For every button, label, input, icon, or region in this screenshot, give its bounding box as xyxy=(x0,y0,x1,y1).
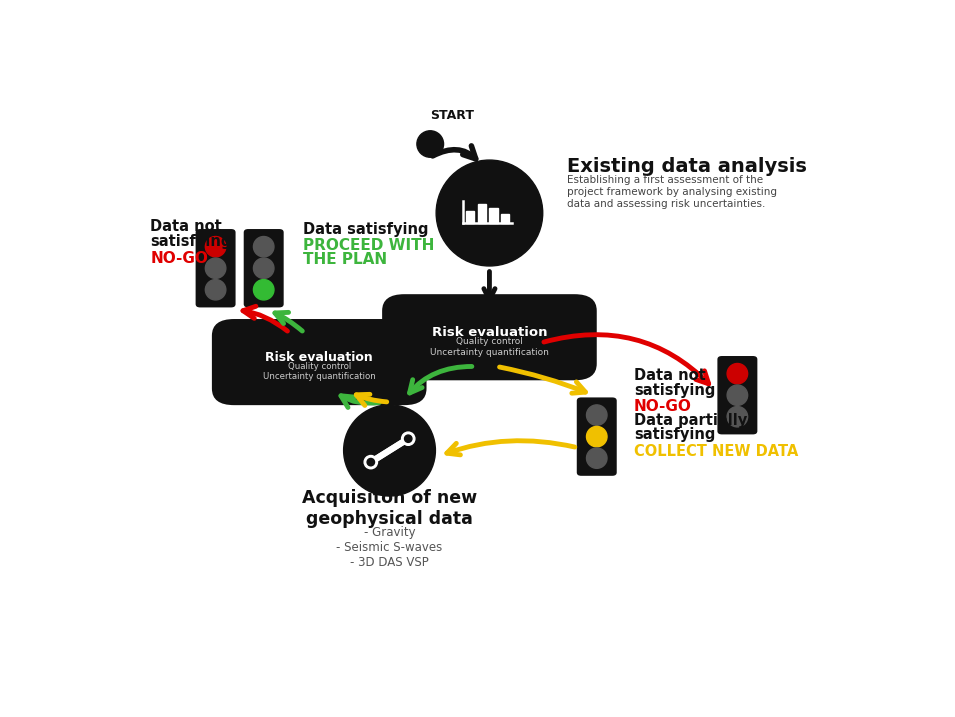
Text: satisfying: satisfying xyxy=(634,383,715,398)
Ellipse shape xyxy=(367,458,374,466)
Ellipse shape xyxy=(727,407,748,427)
Ellipse shape xyxy=(586,405,607,425)
Text: satisfying: satisfying xyxy=(634,427,715,442)
Bar xyxy=(466,211,474,223)
Text: satisfying: satisfying xyxy=(151,234,232,250)
Text: Data not: Data not xyxy=(634,368,706,383)
Text: Risk evaluation: Risk evaluation xyxy=(265,351,373,364)
Ellipse shape xyxy=(727,385,748,405)
Ellipse shape xyxy=(401,432,414,445)
Text: Risk evaluation: Risk evaluation xyxy=(432,326,547,338)
Ellipse shape xyxy=(205,258,225,278)
Ellipse shape xyxy=(344,405,435,496)
Ellipse shape xyxy=(253,237,274,257)
Bar xyxy=(501,214,509,223)
Text: PROCEED WITH: PROCEED WITH xyxy=(303,237,435,252)
Text: NO-GO: NO-GO xyxy=(634,399,691,414)
Text: Establishing a first assessment of the
project framework by analysing existing
d: Establishing a first assessment of the p… xyxy=(567,176,777,209)
Ellipse shape xyxy=(405,435,412,442)
Text: - Gravity
- Seismic S-waves
- 3D DAS VSP: - Gravity - Seismic S-waves - 3D DAS VSP xyxy=(336,526,443,569)
Ellipse shape xyxy=(253,258,274,278)
Text: Acquisiton of new
geophysical data: Acquisiton of new geophysical data xyxy=(302,489,478,528)
FancyBboxPatch shape xyxy=(196,229,236,308)
Text: Data not: Data not xyxy=(151,219,223,234)
Text: NO-GO: NO-GO xyxy=(151,251,208,266)
Text: COLLECT NEW DATA: COLLECT NEW DATA xyxy=(634,444,798,459)
Bar xyxy=(478,204,486,223)
Text: Data satisfying: Data satisfying xyxy=(303,222,429,237)
Ellipse shape xyxy=(586,448,607,468)
FancyBboxPatch shape xyxy=(244,229,284,308)
Ellipse shape xyxy=(417,130,443,157)
FancyBboxPatch shape xyxy=(382,294,597,380)
Ellipse shape xyxy=(727,364,748,384)
Ellipse shape xyxy=(436,160,542,266)
FancyBboxPatch shape xyxy=(577,397,617,476)
Ellipse shape xyxy=(205,280,225,300)
Text: Quality control
Uncertainty quantification: Quality control Uncertainty quantificati… xyxy=(430,338,549,357)
FancyBboxPatch shape xyxy=(717,356,757,435)
Ellipse shape xyxy=(364,455,377,469)
Text: Data partially: Data partially xyxy=(634,412,747,427)
Text: Quality control
Uncertainty quantification: Quality control Uncertainty quantificati… xyxy=(263,362,375,381)
FancyBboxPatch shape xyxy=(212,319,427,405)
Text: Existing data analysis: Existing data analysis xyxy=(567,156,807,176)
Ellipse shape xyxy=(253,280,274,300)
Text: START: START xyxy=(430,109,475,122)
Text: THE PLAN: THE PLAN xyxy=(303,252,387,267)
Bar xyxy=(489,208,498,223)
Ellipse shape xyxy=(205,237,225,257)
Ellipse shape xyxy=(586,427,607,447)
